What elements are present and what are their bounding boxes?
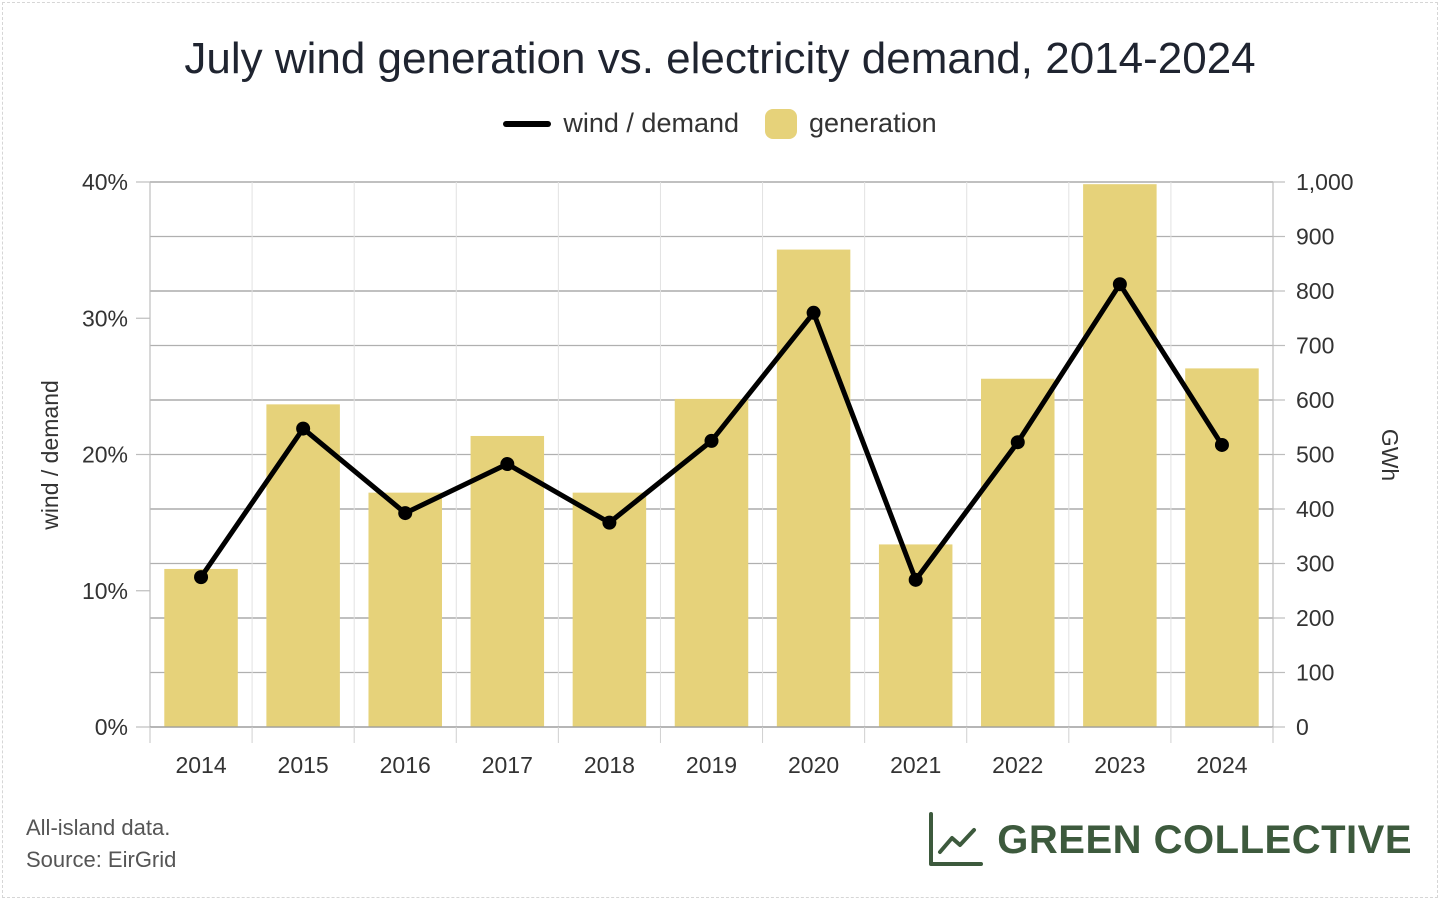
bar-generation-2020 <box>776 249 851 727</box>
y-axis-title-right: GWh <box>1377 429 1403 481</box>
brand-logo: GREEN COLLECTIVE <box>927 812 1412 868</box>
left-tick-label: 30% <box>82 305 128 331</box>
x-tick-label-2020: 2020 <box>788 752 839 778</box>
point-wind-demand-2023 <box>1112 277 1127 292</box>
bar-generation-2018 <box>572 492 647 727</box>
right-tick-label: 800 <box>1296 278 1334 304</box>
footnote-source: Source: EirGrid <box>26 847 177 872</box>
point-wind-demand-2019 <box>704 433 719 448</box>
right-tick-label: 600 <box>1296 387 1334 413</box>
x-tick-label-2018: 2018 <box>584 752 635 778</box>
left-tick-label: 0% <box>95 714 128 740</box>
right-tick-label: 500 <box>1296 442 1334 468</box>
bar-generation-2015 <box>266 404 340 727</box>
x-tick-label-2021: 2021 <box>890 752 941 778</box>
x-tick-label-2019: 2019 <box>686 752 737 778</box>
axis-labels: 2014 2015 2016 2017 2018 2019 2020 2021 2022 2023… <box>37 169 1403 778</box>
point-wind-demand-2018 <box>602 515 617 530</box>
x-tick-label-2024: 2024 <box>1196 752 1247 778</box>
right-tick-label: 900 <box>1296 224 1334 250</box>
bar-generation-2021 <box>878 544 953 727</box>
footnote-line-1: All-island data. <box>26 815 171 840</box>
right-tick-label: 300 <box>1296 551 1334 577</box>
bar-generation-2024 <box>1185 368 1259 727</box>
x-tick-label-2022: 2022 <box>992 752 1043 778</box>
footnote: All-island data. Source: EirGrid <box>26 812 176 876</box>
legend-label-ratio: wind / demand <box>563 108 739 138</box>
right-tick-label: 0 <box>1296 714 1309 740</box>
point-wind-demand-2016 <box>398 506 413 521</box>
x-tick-label-2017: 2017 <box>482 752 533 778</box>
brand-name: GREEN COLLECTIVE <box>997 817 1412 862</box>
wind-demand-line <box>194 277 1229 587</box>
legend: wind / demand generation <box>0 108 1440 139</box>
legend-bar-swatch <box>765 108 797 139</box>
x-tick-label-2014: 2014 <box>175 752 226 778</box>
left-tick-label: 10% <box>82 578 128 604</box>
point-wind-demand-2022 <box>1010 435 1025 450</box>
bar-generation-2022 <box>981 378 1055 727</box>
x-tick-label-2016: 2016 <box>380 752 431 778</box>
legend-item-ratio: wind / demand <box>503 108 739 139</box>
axes <box>136 181 1285 743</box>
bar-generation-2017 <box>470 435 545 727</box>
right-tick-label: 100 <box>1296 660 1334 686</box>
legend-label-generation: generation <box>809 108 937 138</box>
right-tick-label: 700 <box>1296 333 1334 359</box>
point-wind-demand-2014 <box>194 570 209 585</box>
point-wind-demand-2015 <box>296 421 311 436</box>
right-tick-label: 1,000 <box>1296 169 1354 195</box>
bar-generation-2023 <box>1083 184 1157 727</box>
x-tick-label-2015: 2015 <box>278 752 329 778</box>
point-wind-demand-2017 <box>500 457 515 472</box>
point-wind-demand-2020 <box>806 305 821 320</box>
right-tick-label: 200 <box>1296 605 1334 631</box>
left-tick-label: 20% <box>82 442 128 468</box>
chart-title: July wind generation vs. electricity dem… <box>184 34 1256 83</box>
legend-line-swatch <box>503 120 552 127</box>
y-axis-title-left: wind / demand <box>37 380 63 531</box>
right-tick-label: 400 <box>1296 496 1334 522</box>
generation-bars <box>164 184 1259 727</box>
bar-generation-2014 <box>164 568 238 727</box>
legend-item-generation: generation <box>765 108 937 139</box>
point-wind-demand-2021 <box>908 572 923 587</box>
x-tick-label-2023: 2023 <box>1094 752 1145 778</box>
point-wind-demand-2024 <box>1214 437 1229 452</box>
bar-generation-2019 <box>674 398 749 727</box>
line-chart-icon <box>929 812 984 866</box>
bar-generation-2016 <box>368 492 442 727</box>
left-tick-label: 40% <box>82 169 128 195</box>
